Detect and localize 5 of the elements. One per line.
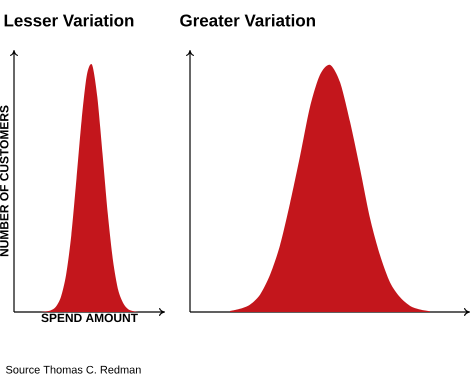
y-axis-title: NUMBER OF CUSTOMERS: [0, 106, 8, 256]
chart-title: Lesser Variation: [4, 14, 134, 27]
x-axis-title: SPEND AMOUNT: [41, 314, 138, 322]
chart-title: Greater Variation: [180, 14, 315, 27]
source-note: Source Thomas C. Redman: [6, 366, 141, 374]
